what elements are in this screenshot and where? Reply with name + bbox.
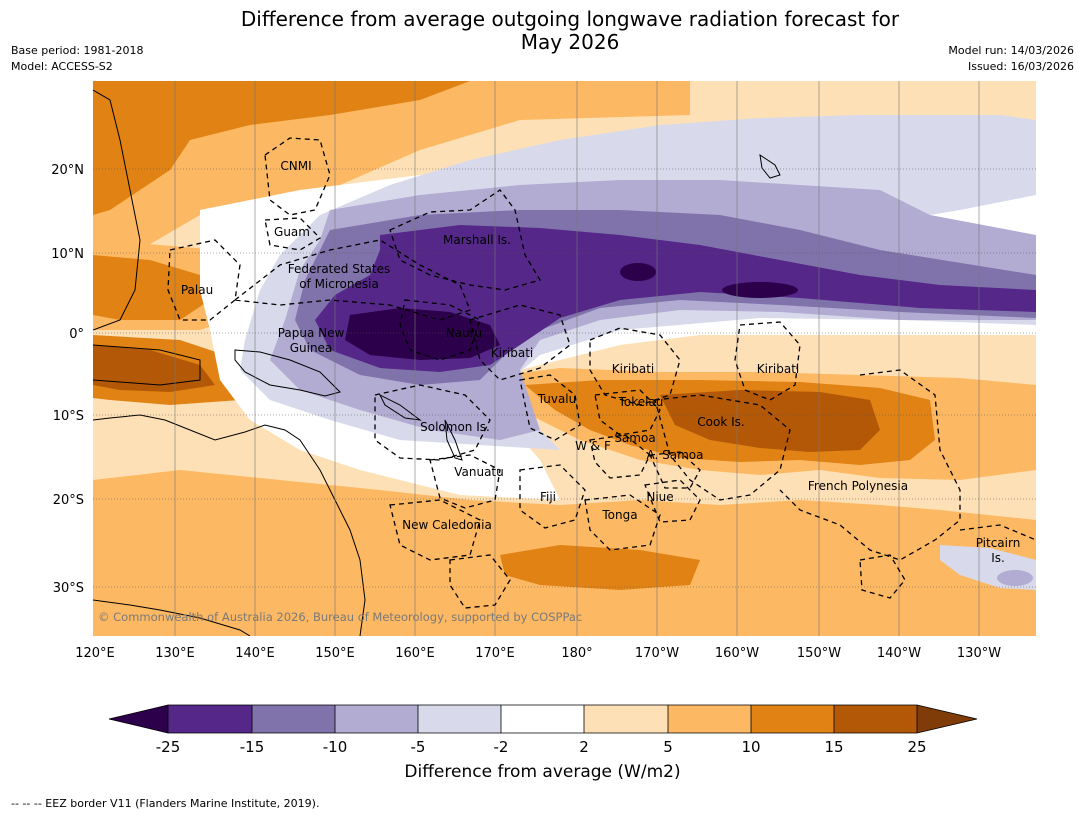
label-french-polynesia: French Polynesia — [808, 479, 908, 493]
lon-axis: 120°E 130°E 140°E 150°E 160°E 170°E 180°… — [75, 646, 1001, 661]
colorbar-tick-7: 5 — [663, 738, 673, 756]
colorbar-bin-1 — [168, 705, 252, 733]
lat-label-20s: 20°S — [53, 493, 84, 508]
label-kiribati-east: Kiribati — [757, 362, 799, 376]
label-cnmi: CNMI — [280, 159, 311, 173]
lat-label-20n: 20°N — [51, 163, 84, 178]
label-kiribati-west: Kiribati — [491, 346, 533, 360]
label-cook: Cook Is. — [697, 415, 744, 429]
colorbar-bin-8 — [751, 705, 834, 733]
label-palau: Palau — [181, 283, 213, 297]
issued-date: Issued: 16/03/2026 — [967, 60, 1074, 73]
lon-label-150w: 150°W — [797, 646, 841, 661]
label-new-caledonia: New Caledonia — [402, 518, 492, 532]
title-line-1: Difference from average outgoing longwav… — [240, 7, 900, 31]
lon-label-170w: 170°W — [635, 646, 679, 661]
lat-label-30s: 30°S — [53, 581, 84, 596]
label-solomon: Solomon Is. — [420, 420, 490, 434]
label-wf: W & F — [575, 439, 611, 453]
colorbar-tick-2: -15 — [240, 738, 265, 756]
colorbar-bin-7 — [668, 705, 751, 733]
colorbar-bin-2 — [252, 705, 335, 733]
label-asamoa: A. Samoa — [647, 448, 704, 462]
lon-gridlines — [174, 81, 980, 636]
colorbar-label: Difference from average (W/m2) — [404, 762, 681, 782]
colorbar-tick-8: 10 — [741, 738, 760, 756]
colorbar: -25 -15 -10 -5 -2 2 5 10 15 25 — [108, 704, 978, 756]
label-niue: Niue — [646, 490, 673, 504]
label-fsm-1: Federated States — [288, 262, 390, 276]
lon-label-140w: 140°W — [877, 646, 921, 661]
lat-label-10s: 10°S — [53, 409, 84, 424]
eez-borders — [167, 137, 1037, 609]
colorbar-bin-9 — [834, 705, 917, 733]
lon-label-140e: 140°E — [235, 646, 275, 661]
lon-label-120e: 120°E — [75, 646, 115, 661]
label-samoa: Samoa — [614, 431, 655, 445]
colorbar-bin-5 — [501, 705, 584, 733]
title-line-2: May 2026 — [520, 30, 620, 54]
base-period: Base period: 1981-2018 — [11, 44, 144, 57]
colorbar-tick-1: -25 — [156, 738, 181, 756]
colorbar-tick-9: 15 — [824, 738, 843, 756]
colorbar-tick-4: -5 — [411, 738, 426, 756]
label-pitcairn-1: Pitcairn — [976, 536, 1021, 550]
colorbar-tick-6: 2 — [579, 738, 589, 756]
label-tuvalu: Tuvalu — [537, 392, 577, 406]
label-fiji: Fiji — [540, 490, 556, 504]
label-vanuatu: Vanuatu — [454, 465, 504, 479]
label-png-2: Guinea — [290, 341, 333, 355]
lon-label-150e: 150°E — [315, 646, 355, 661]
lat-gridlines — [93, 168, 1036, 588]
lon-label-130w: 130°W — [957, 646, 1001, 661]
colorbar-bin-4 — [418, 705, 501, 733]
anomaly-fill — [93, 81, 1036, 636]
meta-left: Base period: 1981-2018 Model: ACCESS-S2 — [11, 43, 143, 75]
label-pitcairn-2: Is. — [991, 551, 1005, 565]
copyright-text: © Commonwealth of Australia 2026, Bureau… — [98, 610, 582, 624]
label-tonga: Tonga — [601, 508, 637, 522]
lon-label-180: 180° — [561, 646, 592, 661]
label-marshall: Marshall Is. — [443, 233, 511, 247]
label-tokelau: Tokelau — [618, 395, 664, 409]
lon-label-130e: 130°E — [155, 646, 195, 661]
lat-label-0: 0° — [69, 327, 84, 342]
coastlines — [93, 89, 781, 636]
colorbar-arrow-left — [109, 705, 168, 733]
lon-label-170e: 170°E — [475, 646, 515, 661]
colorbar-tick-10: 25 — [907, 738, 926, 756]
label-png-1: Papua New — [278, 326, 345, 340]
lon-label-160w: 160°W — [715, 646, 759, 661]
colorbar-bin-6 — [584, 705, 668, 733]
footnote: -- -- -- EEZ border V11 (Flanders Marine… — [11, 797, 320, 810]
colorbar-tick-5: -2 — [494, 738, 509, 756]
meta-right: Model run: 14/03/2026 Issued: 16/03/2026 — [948, 43, 1074, 75]
label-fsm-2: of Micronesia — [299, 277, 379, 291]
colorbar-arrow-right — [917, 705, 977, 733]
model-run: Model run: 14/03/2026 — [948, 44, 1074, 57]
lat-label-10n: 10°N — [51, 247, 84, 262]
label-kiribati-central: Kiribati — [612, 362, 654, 376]
colorbar-bin-3 — [335, 705, 418, 733]
colorbar-tick-3: -10 — [323, 738, 348, 756]
lon-label-160e: 160°E — [395, 646, 435, 661]
region-labels: CNMI Guam Marshall Is. Federated States … — [181, 159, 1020, 565]
lat-axis: 20°N 10°N 0° 10°S 20°S 30°S — [51, 163, 84, 596]
label-nauru: Nauru — [446, 326, 482, 340]
map-title: Difference from average outgoing longwav… — [0, 8, 1085, 54]
model-name: Model: ACCESS-S2 — [11, 60, 113, 73]
label-guam: Guam — [274, 225, 310, 239]
